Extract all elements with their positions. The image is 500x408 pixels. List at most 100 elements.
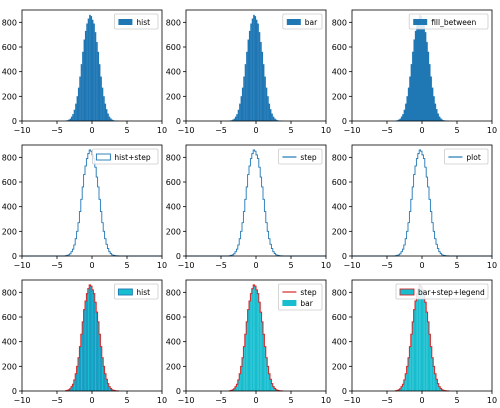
histogram-bar [258,32,261,122]
histogram-bar [98,64,101,122]
step-line [352,149,492,257]
legend: fill_between [408,13,489,30]
histogram-bar [423,293,425,391]
histogram-bar [257,293,259,391]
x-tick-label: 5 [124,126,129,135]
histogram-bar [437,383,439,391]
legend-frame [408,13,489,30]
histogram-bar [246,321,248,391]
histogram-bar [246,51,248,122]
legend-fill-swatch [286,19,301,25]
histogram-bar [72,114,74,122]
histogram-bar [427,321,429,391]
y-tick-label: 200 [2,227,17,236]
y-tick-label: 800 [2,288,17,297]
subplot-3: −10 −5 0 5 10 0 200 400 600 800 fill_between [332,9,497,135]
x-tick-label: 5 [454,396,459,405]
histogram-bar [403,379,406,391]
x-tick-label: 0 [89,126,94,135]
histogram-bar [431,357,434,391]
subplot-9: −10 −5 0 5 10 0 200 400 600 800 bar+step+legend [332,279,497,405]
x-tick-label: −10 [178,396,195,405]
y-tick-label: 800 [2,153,17,162]
histogram-bar [94,302,97,392]
histogram-bar [267,96,269,122]
histogram-bar [244,64,247,122]
x-tick-label: −10 [14,261,31,270]
x-tick-label: −10 [344,261,361,270]
histogram-bar [269,109,272,122]
histogram-bar [86,293,89,392]
histogram-bar [104,103,107,122]
x-tick-label: 0 [253,126,258,135]
legend-frame [395,283,489,300]
x-tick-label: −5 [51,126,63,135]
legend-fill-swatch [282,300,297,306]
histogram-bar [87,18,90,122]
y-tick-label: 400 [166,338,181,347]
legend-label: bar [300,299,313,308]
histogram-bar [237,109,240,122]
y-tick-label: 600 [166,313,181,322]
histogram-bar [236,384,238,391]
histogram-bar [416,293,418,391]
histogram-bar [420,286,422,391]
y-tick-label: 400 [2,68,17,77]
x-tick-label: 10 [157,261,167,270]
histogram-bar [271,113,273,122]
histogram-bar [105,109,108,122]
legend-label: bar [305,18,318,27]
x-tick-label: 5 [288,126,293,135]
histogram-bar [254,286,256,391]
histogram-bar [103,96,105,122]
histogram-bar [254,16,257,122]
histogram-bar [409,346,411,391]
y-tick-label: 0 [12,387,17,396]
histogram-bar [79,76,81,122]
y-tick-label: 200 [332,92,347,101]
histogram-bar [249,300,251,391]
histogram-bar [80,64,83,122]
legend: plot [443,148,489,165]
y-tick-label: 800 [332,153,347,162]
y-tick-label: 800 [166,288,181,297]
histogram-bar [83,39,86,122]
histogram-bar [441,389,443,391]
histogram-bar [415,300,417,391]
histogram-bar [251,18,254,122]
histogram-bar [89,14,91,122]
legend-label: fill_between [431,18,476,27]
histogram-bar [232,389,234,391]
histogram-bar [84,300,87,392]
histogram-bar [268,103,271,122]
legend: hist+step [92,148,159,165]
x-tick-label: 0 [419,126,424,135]
subplot-1: −10 −5 0 5 10 0 200 400 600 800 hist [2,9,167,135]
x-tick-label: 5 [288,396,293,405]
legend-frame [443,148,489,165]
fill-between-area [395,14,449,122]
histogram-bar [93,293,96,392]
histogram-bar [406,366,408,391]
histogram-bar [271,383,273,391]
histogram-bar [239,373,241,391]
x-tick-label: 10 [157,126,167,135]
x-tick-label: 10 [487,396,497,405]
histogram-bar [91,289,94,392]
histogram-bar [88,284,91,392]
histogram-bar [274,388,276,391]
histogram-bar [237,379,240,391]
x-tick-label: −10 [14,396,31,405]
histogram-bar [272,116,275,122]
y-tick-label: 800 [332,288,347,297]
histogram-bar [239,103,241,122]
histogram-bar [253,14,255,122]
y-tick-label: 600 [166,43,181,52]
histogram-bar [262,64,265,122]
y-tick-label: 400 [2,203,17,212]
histogram-bar [97,51,100,122]
histogram-bar [100,76,102,122]
x-tick-label: 5 [124,261,129,270]
histogram-bar [255,19,258,122]
y-tick-label: 600 [332,178,347,187]
